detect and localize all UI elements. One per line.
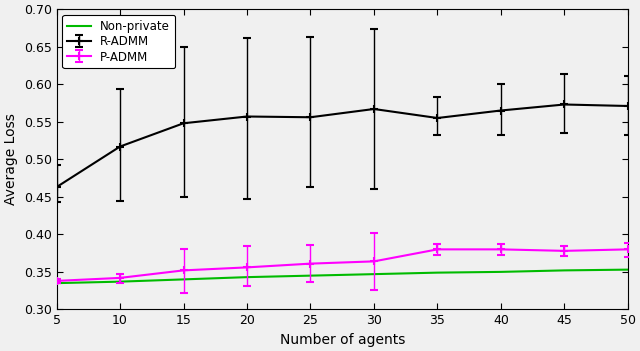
- X-axis label: Number of agents: Number of agents: [280, 333, 405, 347]
- Legend: Non-private, R-ADMM, P-ADMM: Non-private, R-ADMM, P-ADMM: [63, 15, 175, 68]
- Non-private: [307, 273, 314, 278]
- Y-axis label: Average Loss: Average Loss: [4, 113, 18, 205]
- Non-private: [497, 270, 505, 274]
- Non-private: [370, 272, 378, 276]
- Non-private: [561, 268, 568, 272]
- Non-private: [52, 281, 60, 285]
- Line: Non-private: Non-private: [56, 270, 628, 283]
- Non-private: [116, 279, 124, 284]
- Non-private: [624, 267, 632, 272]
- Non-private: [433, 271, 441, 275]
- Non-private: [180, 277, 188, 282]
- Non-private: [243, 275, 251, 279]
